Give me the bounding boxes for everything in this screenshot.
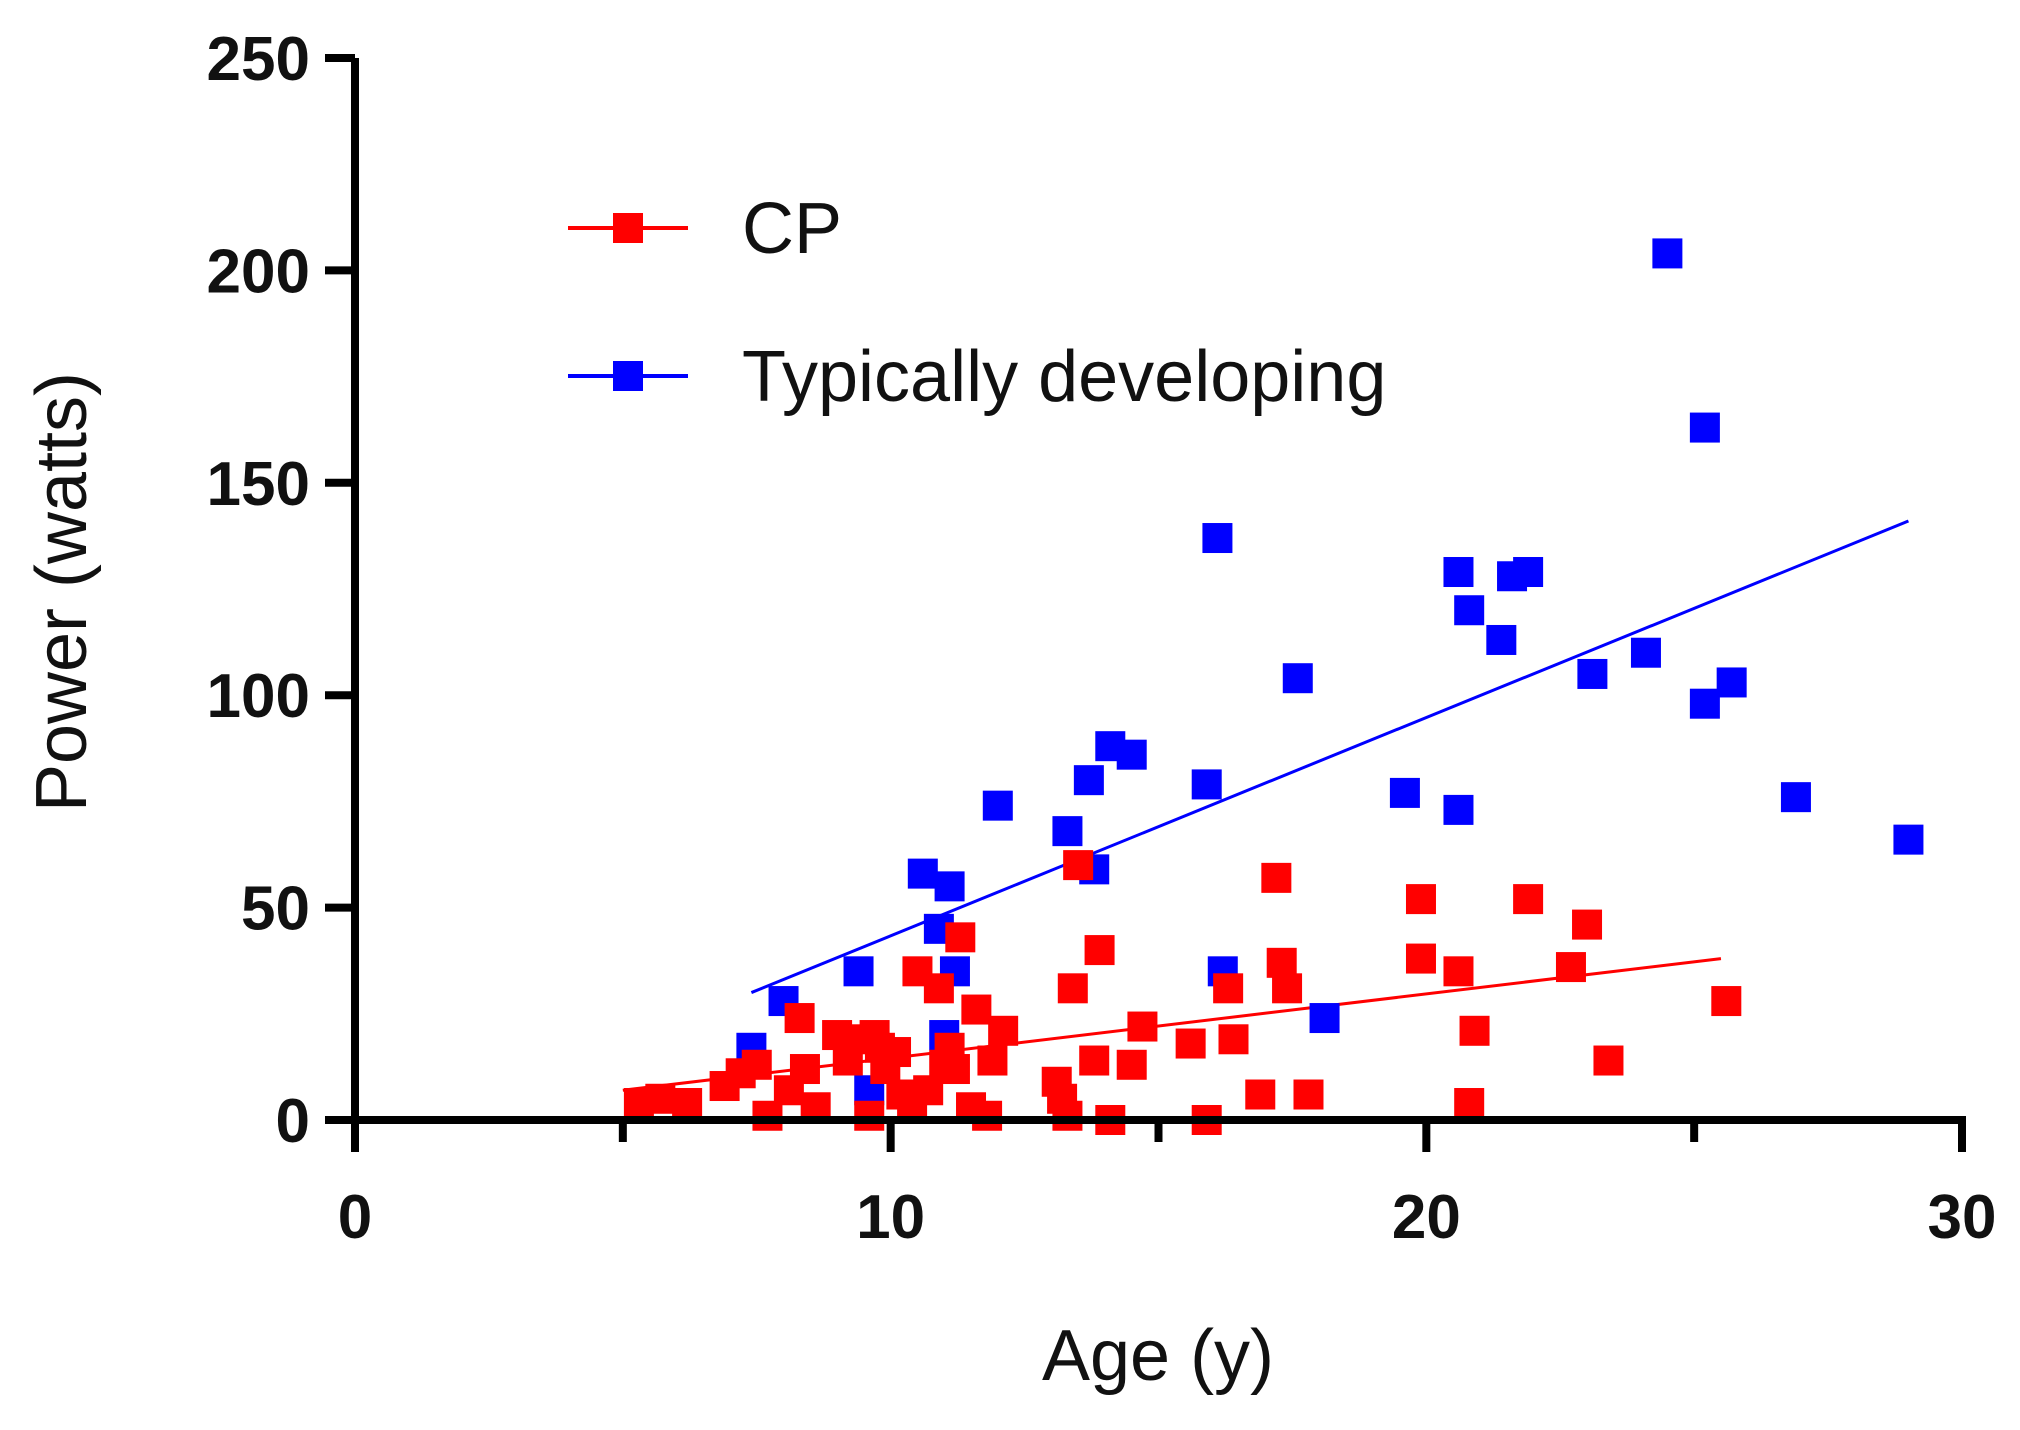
point-cp-22 [913,1075,944,1106]
point-typically-developing-24 [1486,624,1517,655]
y-tick-label-200: 200 [207,237,310,306]
point-cp-59 [1572,909,1603,940]
point-typically-developing-31 [1689,412,1720,443]
point-cp-1 [645,1083,676,1114]
x-tick-label-10: 10 [856,1183,925,1252]
point-cp-61 [1711,986,1742,1017]
point-cp-27 [945,922,976,953]
point-cp-52 [1405,884,1436,915]
point-typically-developing-19 [1309,1003,1340,1034]
point-cp-36 [1057,973,1088,1004]
point-cp-26 [939,1054,970,1085]
point-typically-developing-18 [1282,663,1313,694]
y-tick-label-100: 100 [207,662,310,731]
x-tick-label-20: 20 [1392,1183,1461,1252]
point-typically-developing-30 [1689,688,1720,719]
point-cp-51 [1293,1079,1324,1110]
point-cp-54 [1443,956,1474,987]
x-tick-label-0: 0 [338,1183,372,1252]
point-cp-60 [1593,1045,1624,1076]
legend-item-typically-developing[interactable]: Typically developing [568,337,1386,417]
point-typically-developing-14 [1116,739,1147,770]
point-cp-9 [789,1054,820,1085]
point-typically-developing-15 [1191,769,1222,800]
legend: CP Typically developing [568,189,1386,417]
x-axis-title: Age (y) [1042,1316,1274,1396]
point-cp-45 [1213,973,1244,1004]
legend-label-typically-developing: Typically developing [742,337,1386,417]
point-cp-38 [1079,1045,1110,1076]
y-axis-title: Power (watts) [22,372,102,812]
point-typically-developing-21 [1443,557,1474,588]
point-typically-developing-29 [1652,238,1683,269]
legend-marker-typically-developing [613,361,643,391]
point-cp-48 [1261,862,1292,893]
point-typically-developing-32 [1716,667,1747,698]
point-typically-developing-2 [843,956,874,987]
point-typically-developing-28 [1630,637,1661,668]
point-cp-23 [923,973,954,1004]
point-typically-developing-33 [1780,782,1811,813]
point-cp-32 [988,1015,1019,1046]
point-typically-developing-10 [1052,816,1083,847]
point-cp-39 [1084,935,1115,966]
point-cp-8 [784,1003,815,1034]
point-cp-53 [1405,943,1436,974]
point-typically-developing-9 [982,790,1013,821]
y-tick-label-50: 50 [241,875,310,944]
point-typically-developing-20 [1389,777,1420,808]
point-cp-29 [961,994,992,1025]
point-typically-developing-22 [1443,794,1474,825]
legend-label-cp: CP [742,189,842,269]
point-cp-56 [1459,1015,1490,1046]
legend-item-cp[interactable]: CP [568,189,842,269]
legend-marker-cp [613,213,643,243]
x-tick-label-30: 30 [1928,1183,1997,1252]
point-cp-58 [1555,952,1586,983]
point-cp-50 [1272,973,1303,1004]
point-cp-6 [752,1100,783,1131]
point-cp-55 [1454,1088,1485,1119]
point-typically-developing-34 [1893,824,1924,855]
y-tick-label-0: 0 [276,1087,310,1156]
axes [351,58,1966,1124]
point-cp-37 [1063,850,1094,881]
y-tick-label-150: 150 [207,450,310,519]
point-cp-18 [881,1037,912,1068]
point-cp-35 [1052,1100,1083,1131]
point-cp-14 [854,1100,885,1131]
point-typically-developing-11 [1073,765,1104,796]
point-typically-developing-23 [1454,595,1485,626]
point-cp-43 [1175,1028,1206,1059]
point-cp-57 [1513,884,1544,915]
point-typically-developing-26 [1513,557,1544,588]
point-cp-41 [1116,1049,1147,1080]
point-cp-2 [672,1088,703,1119]
point-typically-developing-16 [1202,523,1233,554]
point-typically-developing-7 [934,871,965,902]
point-cp-30 [972,1100,1003,1131]
point-cp-47 [1245,1079,1276,1110]
point-typically-developing-4 [907,858,938,889]
x-ticks: 0 10 20 30 [338,1120,1997,1252]
point-typically-developing-27 [1577,658,1608,689]
point-cp-42 [1127,1011,1158,1042]
point-cp-31 [977,1045,1008,1076]
point-cp-46 [1218,1024,1249,1055]
point-cp-49 [1266,947,1297,978]
y-ticks: 0 50 100 150 200 250 [207,25,355,1156]
point-cp-5 [741,1049,772,1080]
y-tick-label-250: 250 [207,25,310,94]
